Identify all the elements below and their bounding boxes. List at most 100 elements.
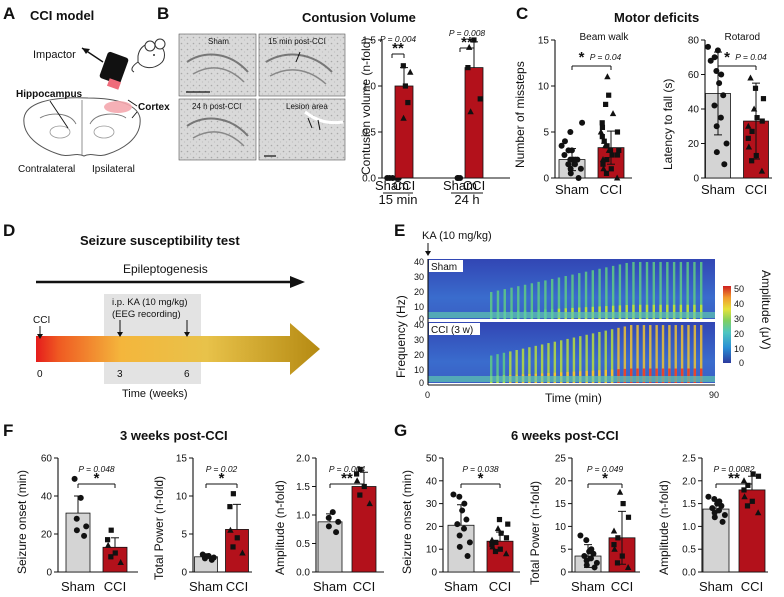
data-point-cci [614,152,621,158]
spectrogram-band [639,262,642,319]
spectrogram-band-core [630,368,633,383]
data-point-sham [577,165,584,172]
significance-stars: ** [728,470,740,487]
y-tick-label: 15 [555,499,567,510]
spectrogram-band-core [632,304,635,319]
y-tick-label: 20 [41,530,53,541]
ip-ka-label: i.p. KA (10 mg/kg) [112,297,188,308]
data-point-cci [625,514,632,520]
significance-stars: ** [341,470,353,487]
category-label: CCI [611,579,633,594]
impactor-device [81,47,129,90]
spectrogram-sham-labelbox [429,260,463,272]
cbar-tick-20: 20 [734,329,744,339]
y-tick-label: 0.5 [362,128,376,139]
spectrogram-band [523,284,527,319]
spectrogram-band [544,280,547,319]
data-point-cci [471,37,477,43]
data-point-sham [705,493,712,500]
p-value: P = 0.049 [587,464,624,474]
bar-cci [464,67,484,179]
data-point-sham [456,543,463,550]
timeline-xlabel: Time (weeks) [122,388,188,400]
spectrogram-band [649,325,652,383]
data-point-cci [749,498,755,504]
y-tick-label: 10 [555,522,567,533]
y-tick-label: 5 [560,545,566,556]
y-tick-label: 0.0 [362,174,376,185]
spectrogram-band-core [672,304,676,319]
spectrogram-ylabel: Frequency (Hz) [394,295,408,378]
y-axis-label: Amplitude (n-fold) [657,480,671,575]
spectrogram-band [659,262,662,319]
histology-label-lesion: Lesion area [286,102,328,111]
y-axis-label: Total Power (n-fold) [152,476,166,580]
spectrogram-band [591,270,595,319]
data-point-cci [465,65,471,71]
category-label: CCI [745,182,767,197]
y-tick-label: 1.0 [296,511,310,522]
data-point-cci [745,143,753,150]
data-point-sham [588,546,595,553]
histology-15min [258,33,346,97]
panel-g-letter: G [394,421,407,440]
spectrogram-band [566,338,569,383]
spectrogram-band-core [652,304,655,319]
data-point-sham [450,491,457,498]
spectrogram-band [515,350,518,383]
chart-f-seizure-onset: 0 20 40 60 Seizure onset (min) Sham CCI P = 0.0… [15,454,138,594]
cbar-tick-0: 0 [739,358,744,368]
spectrogram-band [503,289,506,319]
chart-rotarod: 0 20 40 60 80 Latency to fall (s) Rotarod Sham C… [661,32,772,197]
spectrogram-band-core [666,304,669,319]
data-point-cci [505,521,511,527]
data-point-cci [493,539,499,545]
data-point-sham [461,500,468,507]
data-point-sham [558,142,565,149]
spectrogram-band [611,265,615,319]
spec-xtick-0: 0 [425,390,430,400]
timeline-tick-6: 6 [184,369,190,380]
y-tick-label: 2.0 [296,454,310,465]
data-point-cci [477,96,483,102]
y-axis-label: Seizure onset (min) [400,470,414,574]
data-point-cci [353,471,360,477]
data-point-sham [456,532,463,539]
data-point-sham [721,512,728,518]
spectrogram-band [642,325,646,383]
panel-a: A CCI model Impactor Hippocampus Cort [3,4,170,175]
panel-g-title: 6 weeks post-CCI [511,428,619,443]
data-point-sham [73,527,80,534]
data-point-sham [464,553,471,560]
data-point-sham [707,57,714,64]
data-point-cci [353,477,361,484]
spectrogram-band-core [636,368,639,383]
spec-ytick-0a: 0 [419,314,424,324]
data-point-cci [749,158,755,164]
hippocampus-label: Hippocampus [16,89,83,100]
y-tick-label: 15 [176,454,188,465]
panel-c-letter: C [516,4,528,23]
panel-f-title: 3 weeks post-CCI [120,428,228,443]
histology-label-15min: 15 min post-CCI [268,37,326,46]
y-tick-label: 0 [543,174,549,185]
data-point-cci [230,544,236,550]
spectrogram-band-core [649,368,652,383]
data-point-cci [611,545,618,552]
spec-ytick-10b: 10 [414,365,424,375]
colorbar-label: Amplitude (μV) [759,270,773,350]
y-tick-label: 60 [688,70,700,81]
data-point-cci [489,542,495,548]
panel-d: D Seizure susceptibility test Epileptoge… [3,221,320,400]
data-point-sham [571,161,578,168]
data-point-cci [599,134,605,140]
data-point-cci [744,503,751,509]
data-point-sham [83,523,90,530]
chart-f-amplitude: 0.0 0.5 1.0 1.5 2.0 Amplitude (n-fold) Sham CCI… [273,454,384,594]
panel-a-letter: A [3,4,15,23]
spec-ytick-20a: 20 [414,287,424,297]
y-tick-label: 1.0 [682,522,696,533]
spectrogram-band [645,262,649,319]
y-tick-label: 0.0 [682,568,696,579]
